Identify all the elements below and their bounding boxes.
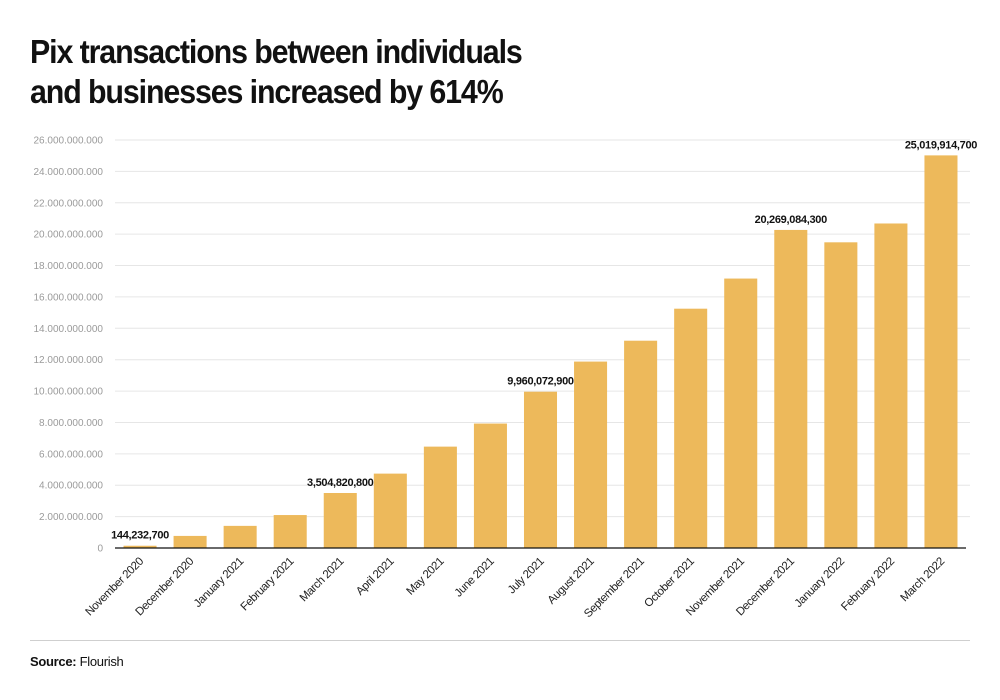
bar bbox=[473, 423, 507, 548]
x-tick-label: June 2021 bbox=[453, 556, 497, 600]
chart-title-line-1: Pix transactions between individuals bbox=[30, 33, 523, 70]
y-tick-label: 4.000.000.000 bbox=[39, 481, 103, 492]
data-label: 20,269,084,300 bbox=[755, 214, 827, 226]
y-tick-label: 26.000.000.000 bbox=[33, 136, 103, 147]
y-tick-label: 12.000.000.000 bbox=[33, 355, 103, 366]
bar bbox=[223, 525, 257, 548]
y-tick-label: 16.000.000.000 bbox=[33, 292, 103, 303]
bar bbox=[574, 361, 608, 548]
bar bbox=[874, 223, 908, 548]
bar bbox=[724, 278, 758, 548]
y-tick-label: 2.000.000.000 bbox=[39, 512, 103, 523]
bars bbox=[123, 155, 958, 549]
bar bbox=[924, 155, 958, 548]
y-tick-label: 24.000.000.000 bbox=[33, 167, 103, 178]
bar bbox=[273, 515, 307, 548]
x-tick-label: October 2021 bbox=[642, 556, 696, 610]
bar bbox=[323, 493, 357, 548]
x-tick-label: February 2021 bbox=[239, 556, 297, 614]
chart-title-line-2: and businesses increased by 614% bbox=[30, 73, 504, 110]
bar bbox=[373, 473, 407, 548]
x-tick-label: January 2021 bbox=[192, 556, 246, 610]
y-tick-label: 22.000.000.000 bbox=[33, 198, 103, 209]
bar bbox=[523, 391, 558, 548]
chart-title: Pix transactions between individuals and… bbox=[30, 32, 674, 112]
x-tick-label: August 2021 bbox=[546, 556, 597, 607]
y-tick-label: 10.000.000.000 bbox=[33, 387, 103, 398]
bar-chart: 0 2.000.000.000 4.000.000.000 6.000.000.000… bbox=[33, 136, 977, 621]
y-axis-ticks: 0 2.000.000.000 4.000.000.000 6.000.000.000… bbox=[33, 136, 103, 555]
x-tick-label: April 2021 bbox=[354, 556, 396, 598]
data-label: 25,019,914,700 bbox=[905, 139, 977, 151]
x-tick-label: March 2022 bbox=[898, 556, 947, 605]
y-tick-label: 20.000.000.000 bbox=[33, 230, 103, 241]
y-tick-label: 14.000.000.000 bbox=[33, 324, 103, 335]
y-tick-label: 6.000.000.000 bbox=[39, 449, 103, 460]
bar bbox=[624, 340, 658, 548]
footer-separator bbox=[30, 640, 970, 641]
source-note: Source: Flourish bbox=[30, 654, 124, 669]
source-value: Flourish bbox=[79, 654, 124, 669]
source-label: Source: bbox=[30, 654, 77, 669]
data-label: 9,960,072,900 bbox=[507, 376, 574, 388]
data-label: 144,232,700 bbox=[111, 530, 169, 542]
x-tick-label: May 2021 bbox=[405, 556, 447, 598]
data-label: 3,504,820,800 bbox=[307, 477, 374, 489]
bar bbox=[123, 545, 157, 548]
x-tick-label: March 2021 bbox=[298, 556, 347, 605]
x-tick-label: February 2022 bbox=[839, 556, 897, 614]
bar bbox=[173, 535, 207, 548]
x-tick-label: July 2021 bbox=[506, 556, 547, 597]
y-tick-label: 0 bbox=[97, 544, 103, 555]
y-tick-label: 18.000.000.000 bbox=[33, 261, 103, 272]
bar bbox=[674, 308, 708, 548]
y-tick-label: 8.000.000.000 bbox=[39, 418, 103, 429]
x-tick-label: January 2022 bbox=[793, 556, 847, 610]
bar bbox=[423, 446, 457, 548]
bar bbox=[774, 229, 808, 549]
data-labels: 144,232,700 3,504,820,800 9,960,072,900 20,… bbox=[111, 139, 977, 541]
bar bbox=[824, 242, 858, 548]
